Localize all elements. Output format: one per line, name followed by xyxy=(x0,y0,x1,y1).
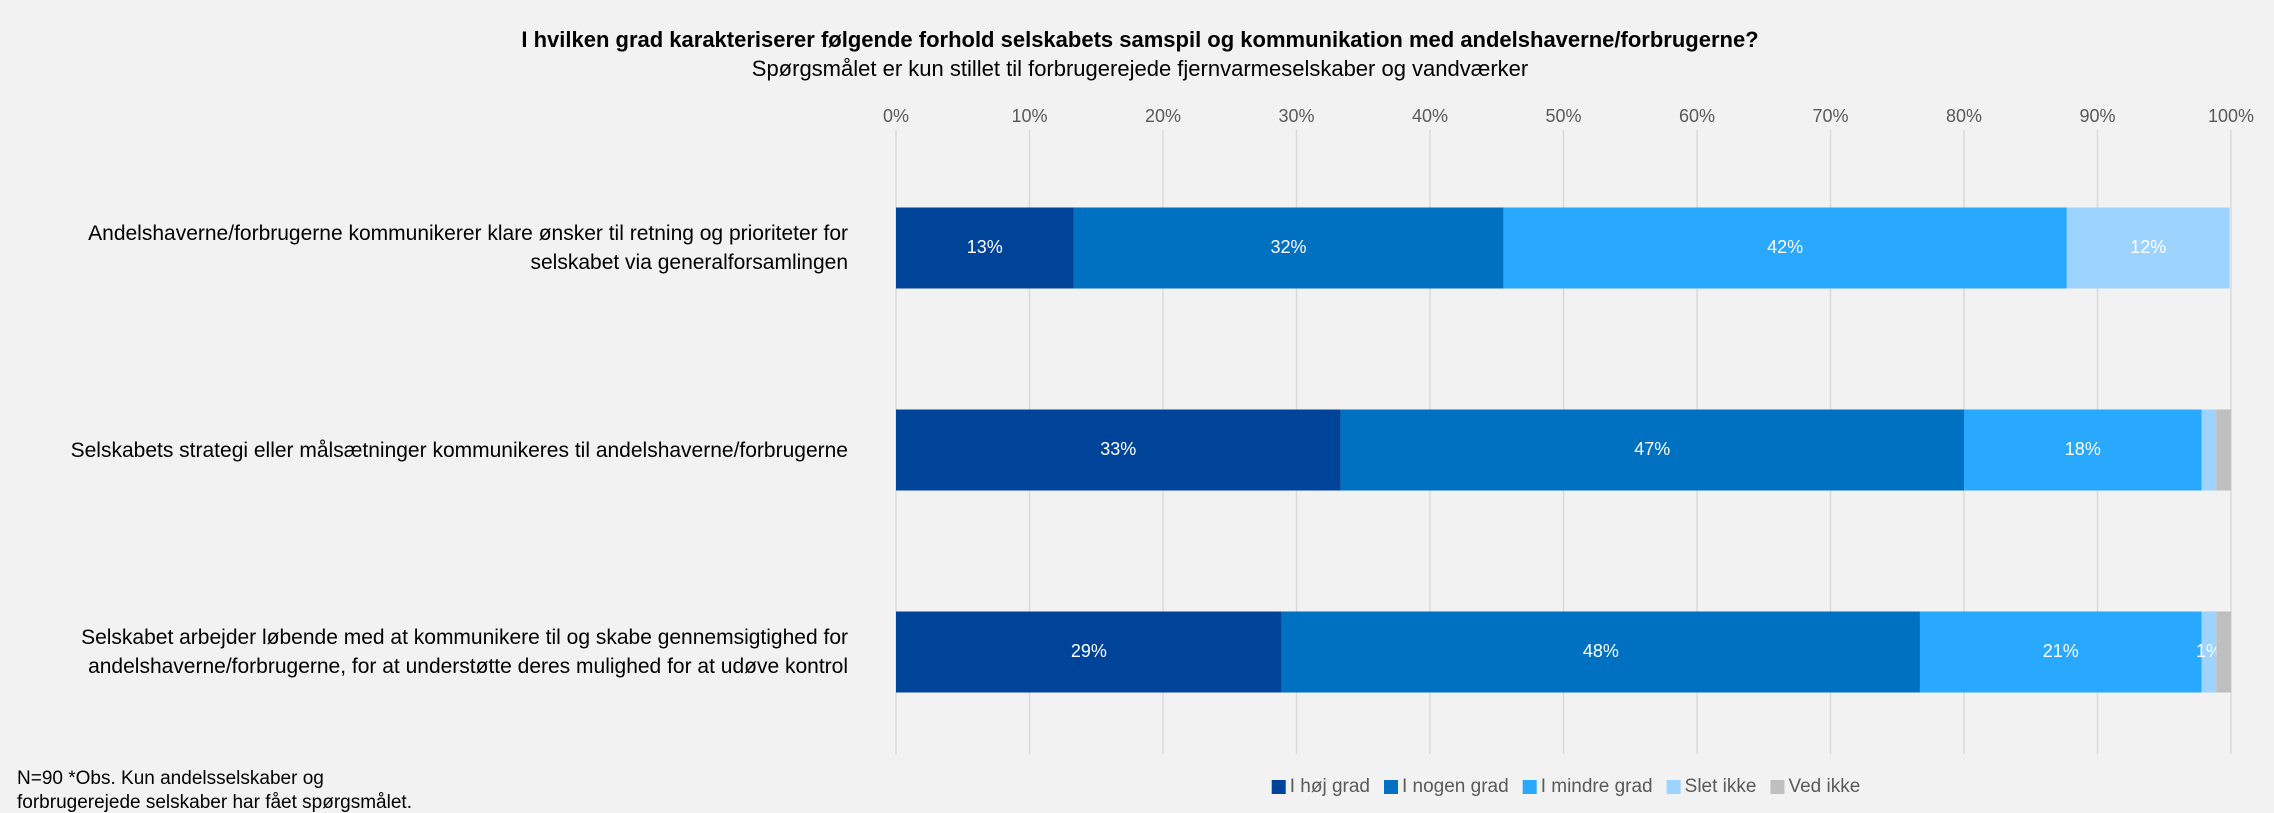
y-tick-label: Selskabet arbejder løbende med at kommun… xyxy=(81,626,848,678)
y-tick-label: Selskabets strategi eller målsætninger k… xyxy=(70,438,848,462)
data-label: 13% xyxy=(967,237,1003,257)
legend-label: Slet ikke xyxy=(1685,776,1757,797)
x-tick-label: 60% xyxy=(1679,106,1715,126)
bar-segment xyxy=(1281,611,1920,693)
bar-segment xyxy=(896,409,1341,491)
footnote: N=90 *Obs. Kun andelsselskaber og xyxy=(17,768,324,789)
data-label: 48% xyxy=(1583,641,1619,661)
legend-label: I høj grad xyxy=(1290,776,1370,797)
footnote: forbrugerejede selskaber har fået spørgs… xyxy=(17,792,412,813)
data-label: 1% xyxy=(2196,641,2222,661)
data-label: 12% xyxy=(2130,237,2166,257)
legend-item: I nogen grad xyxy=(1383,776,1509,797)
bar-segment xyxy=(2066,207,2230,289)
x-tick-label: 90% xyxy=(2079,106,2115,126)
legend-item: I høj grad xyxy=(1271,776,1370,797)
category-label-box: Selskabets strategi eller målsætninger k… xyxy=(70,438,848,462)
bar-segment xyxy=(2201,611,2217,693)
bar-segment xyxy=(1503,207,2067,289)
x-tick-label: 100% xyxy=(2208,106,2254,126)
data-label: 33% xyxy=(1100,439,1136,459)
legend-item: Slet ikke xyxy=(1666,776,1757,797)
category-label-box: Selskabet arbejder løbende med at kommun… xyxy=(81,626,848,678)
x-tick-label: 70% xyxy=(1812,106,1848,126)
bar-segment xyxy=(1919,611,2202,693)
x-tick-label: 20% xyxy=(1145,106,1181,126)
bar-segment xyxy=(1964,409,2202,491)
y-tick-label: Andelshaverne/forbrugerne kommunikerer k… xyxy=(88,222,848,274)
x-tick-label: 40% xyxy=(1412,106,1448,126)
bar-segment xyxy=(2216,409,2231,491)
bar-segment xyxy=(2201,409,2217,491)
x-tick-label: 80% xyxy=(1946,106,1982,126)
data-label: 29% xyxy=(1071,641,1107,661)
x-tick-label: 10% xyxy=(1011,106,1047,126)
chart-title: I hvilken grad karakteriserer følgende f… xyxy=(521,27,1758,52)
category-label-box: Andelshaverne/forbrugerne kommunikerer k… xyxy=(88,222,848,274)
data-label: 42% xyxy=(1767,237,1803,257)
chart-subtitle: Spørgsmålet er kun stillet til forbruger… xyxy=(752,56,1528,81)
bar-segment xyxy=(2216,611,2231,693)
bar-segment xyxy=(1073,207,1504,289)
legend-item: Ved ikke xyxy=(1770,776,1860,797)
legend-swatch xyxy=(1770,780,1785,794)
data-label: 21% xyxy=(2043,641,2079,661)
legend-swatch xyxy=(1522,780,1537,794)
data-label: 47% xyxy=(1634,439,1670,459)
legend-swatch xyxy=(1271,780,1286,794)
x-tick-label: 30% xyxy=(1278,106,1314,126)
legend-label: I nogen grad xyxy=(1402,776,1509,797)
data-label: 32% xyxy=(1270,237,1306,257)
legend-swatch xyxy=(1383,780,1398,794)
legend-item: I mindre grad xyxy=(1522,776,1653,797)
x-tick-label: 0% xyxy=(883,106,909,126)
legend-label: Ved ikke xyxy=(1788,776,1860,797)
legend-swatch xyxy=(1666,780,1681,794)
bar-segment xyxy=(896,611,1282,693)
bar-segment xyxy=(896,207,1074,289)
bar-segment xyxy=(1340,409,1964,491)
data-label: 18% xyxy=(2065,439,2101,459)
legend-label: I mindre grad xyxy=(1541,776,1653,797)
x-tick-label: 50% xyxy=(1545,106,1581,126)
